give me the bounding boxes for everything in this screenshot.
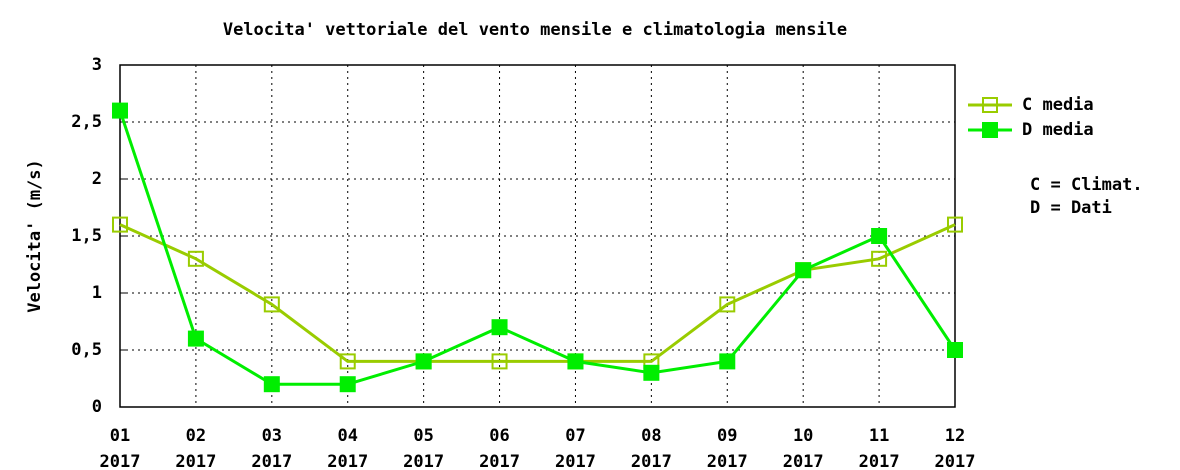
y-axis-label: Velocita' (m/s) <box>25 159 45 313</box>
point <box>491 353 508 370</box>
x-tick-label: 10 2017 <box>783 426 824 470</box>
point <box>339 376 356 393</box>
x-tick-label: 09 2017 <box>707 426 748 470</box>
x-tick-label: 08 2017 <box>631 426 672 470</box>
point <box>567 353 584 370</box>
point <box>491 319 508 336</box>
x-tick-label: 11 2017 <box>859 426 900 470</box>
point <box>719 353 736 370</box>
x-tick-label: 06 2017 <box>479 426 520 470</box>
y-tick-label: 1,5 <box>71 226 102 246</box>
point <box>795 262 812 279</box>
point <box>871 250 888 267</box>
point <box>982 122 998 138</box>
y-tick-label: 0 <box>92 397 102 417</box>
x-tick-label: 01 2017 <box>100 426 141 470</box>
point <box>187 330 204 347</box>
point <box>871 228 888 244</box>
x-tick-label: 03 2017 <box>251 426 292 470</box>
x-tick-label: 07 2017 <box>555 426 596 470</box>
point <box>339 353 356 370</box>
point <box>263 296 280 313</box>
point <box>982 97 998 113</box>
annotation: D = Dati <box>1030 198 1112 218</box>
legend-label: D media <box>1022 120 1094 140</box>
x-tick-label: 04 2017 <box>327 426 368 470</box>
series-line <box>118 110 957 386</box>
y-tick-label: 0,5 <box>71 340 102 360</box>
annotation: C = Climat. <box>1030 175 1143 195</box>
point <box>263 376 280 393</box>
y-tick-label: 2,5 <box>71 112 102 132</box>
point <box>112 216 128 233</box>
y-tick-label: 3 <box>92 55 102 75</box>
point <box>187 250 204 267</box>
chart-title: Velocita' vettoriale del vento mensile e… <box>223 20 847 40</box>
point <box>947 342 963 358</box>
x-tick-label: 02 2017 <box>175 426 216 470</box>
point <box>112 102 128 119</box>
x-tick-label: 12 2017 <box>935 426 976 470</box>
legend-label: C media <box>1022 95 1094 115</box>
point <box>643 364 660 381</box>
y-tick-label: 1 <box>92 283 102 303</box>
point <box>719 296 736 313</box>
series-line <box>119 223 956 363</box>
point <box>947 216 963 233</box>
y-tick-label: 2 <box>92 169 102 189</box>
point <box>415 353 432 370</box>
x-tick-label: 05 2017 <box>403 426 444 470</box>
plot-border <box>119 64 956 408</box>
